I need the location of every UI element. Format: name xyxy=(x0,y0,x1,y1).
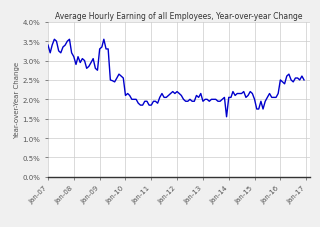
Y-axis label: Year-over-Year Change: Year-over-Year Change xyxy=(14,62,20,138)
Title: Average Hourly Earning of all Employees, Year-over-year Change: Average Hourly Earning of all Employees,… xyxy=(55,12,303,20)
